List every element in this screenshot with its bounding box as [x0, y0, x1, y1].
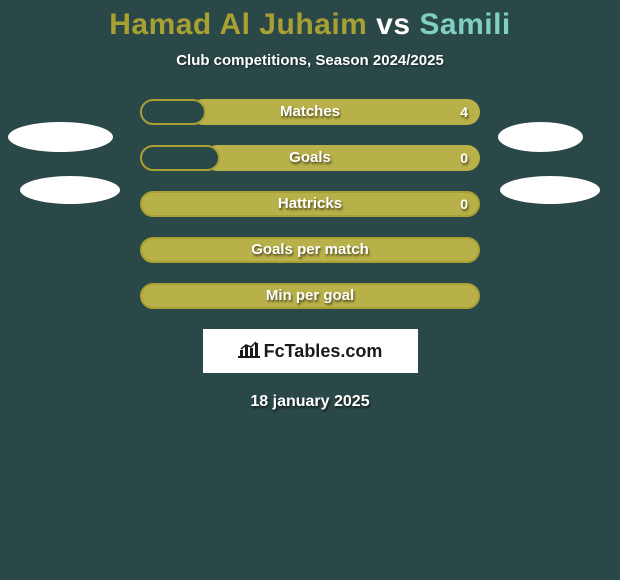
branding-label: FcTables.com	[264, 341, 383, 362]
branding-box: FcTables.com	[203, 329, 418, 373]
stat-row: Min per goal	[140, 283, 480, 309]
title-part: Hamad Al Juhaim	[109, 8, 367, 41]
decor-ellipse	[8, 122, 113, 152]
stat-value-right: 0	[460, 191, 468, 217]
footer-date: 18 january 2025	[0, 393, 620, 411]
stat-row: Goals per match	[140, 237, 480, 263]
stat-row: Matches4	[140, 99, 480, 125]
decor-ellipse	[500, 176, 600, 204]
stat-value-right: 4	[460, 99, 468, 125]
subtitle: Club competitions, Season 2024/2025	[0, 52, 620, 69]
chart-icon	[238, 340, 260, 363]
stat-row: Hattricks0	[140, 191, 480, 217]
stat-label: Hattricks	[140, 191, 480, 217]
stat-label: Matches	[140, 99, 480, 125]
stat-label: Min per goal	[140, 283, 480, 309]
decor-ellipse	[498, 122, 583, 152]
decor-ellipse	[20, 176, 120, 204]
title-part: Samili	[419, 8, 510, 41]
stat-row: Goals0	[140, 145, 480, 171]
stat-label: Goals	[140, 145, 480, 171]
branding-text: FcTables.com	[238, 340, 383, 363]
title-part: vs	[367, 8, 419, 41]
page-title: Hamad Al Juhaim vs Samili	[0, 0, 620, 42]
stat-value-right: 0	[460, 145, 468, 171]
stat-label: Goals per match	[140, 237, 480, 263]
